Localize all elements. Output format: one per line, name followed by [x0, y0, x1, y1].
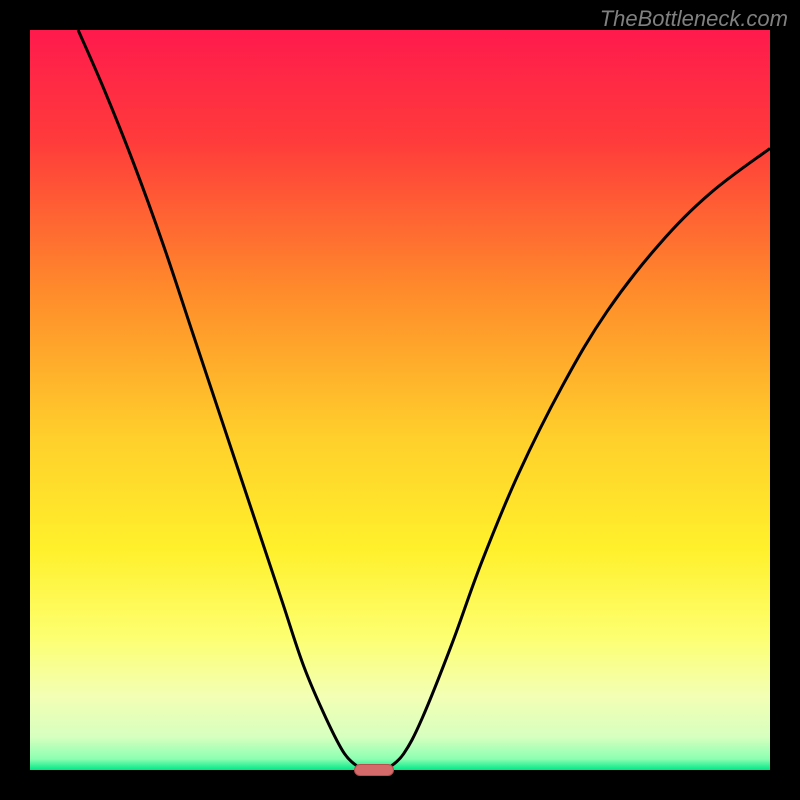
bottleneck-curve-svg [0, 0, 800, 800]
min-marker [354, 764, 395, 776]
chart-container: TheBottleneck.com [0, 0, 800, 800]
watermark-text: TheBottleneck.com [600, 6, 788, 32]
curve-left [78, 30, 359, 768]
curve-right [389, 148, 770, 767]
